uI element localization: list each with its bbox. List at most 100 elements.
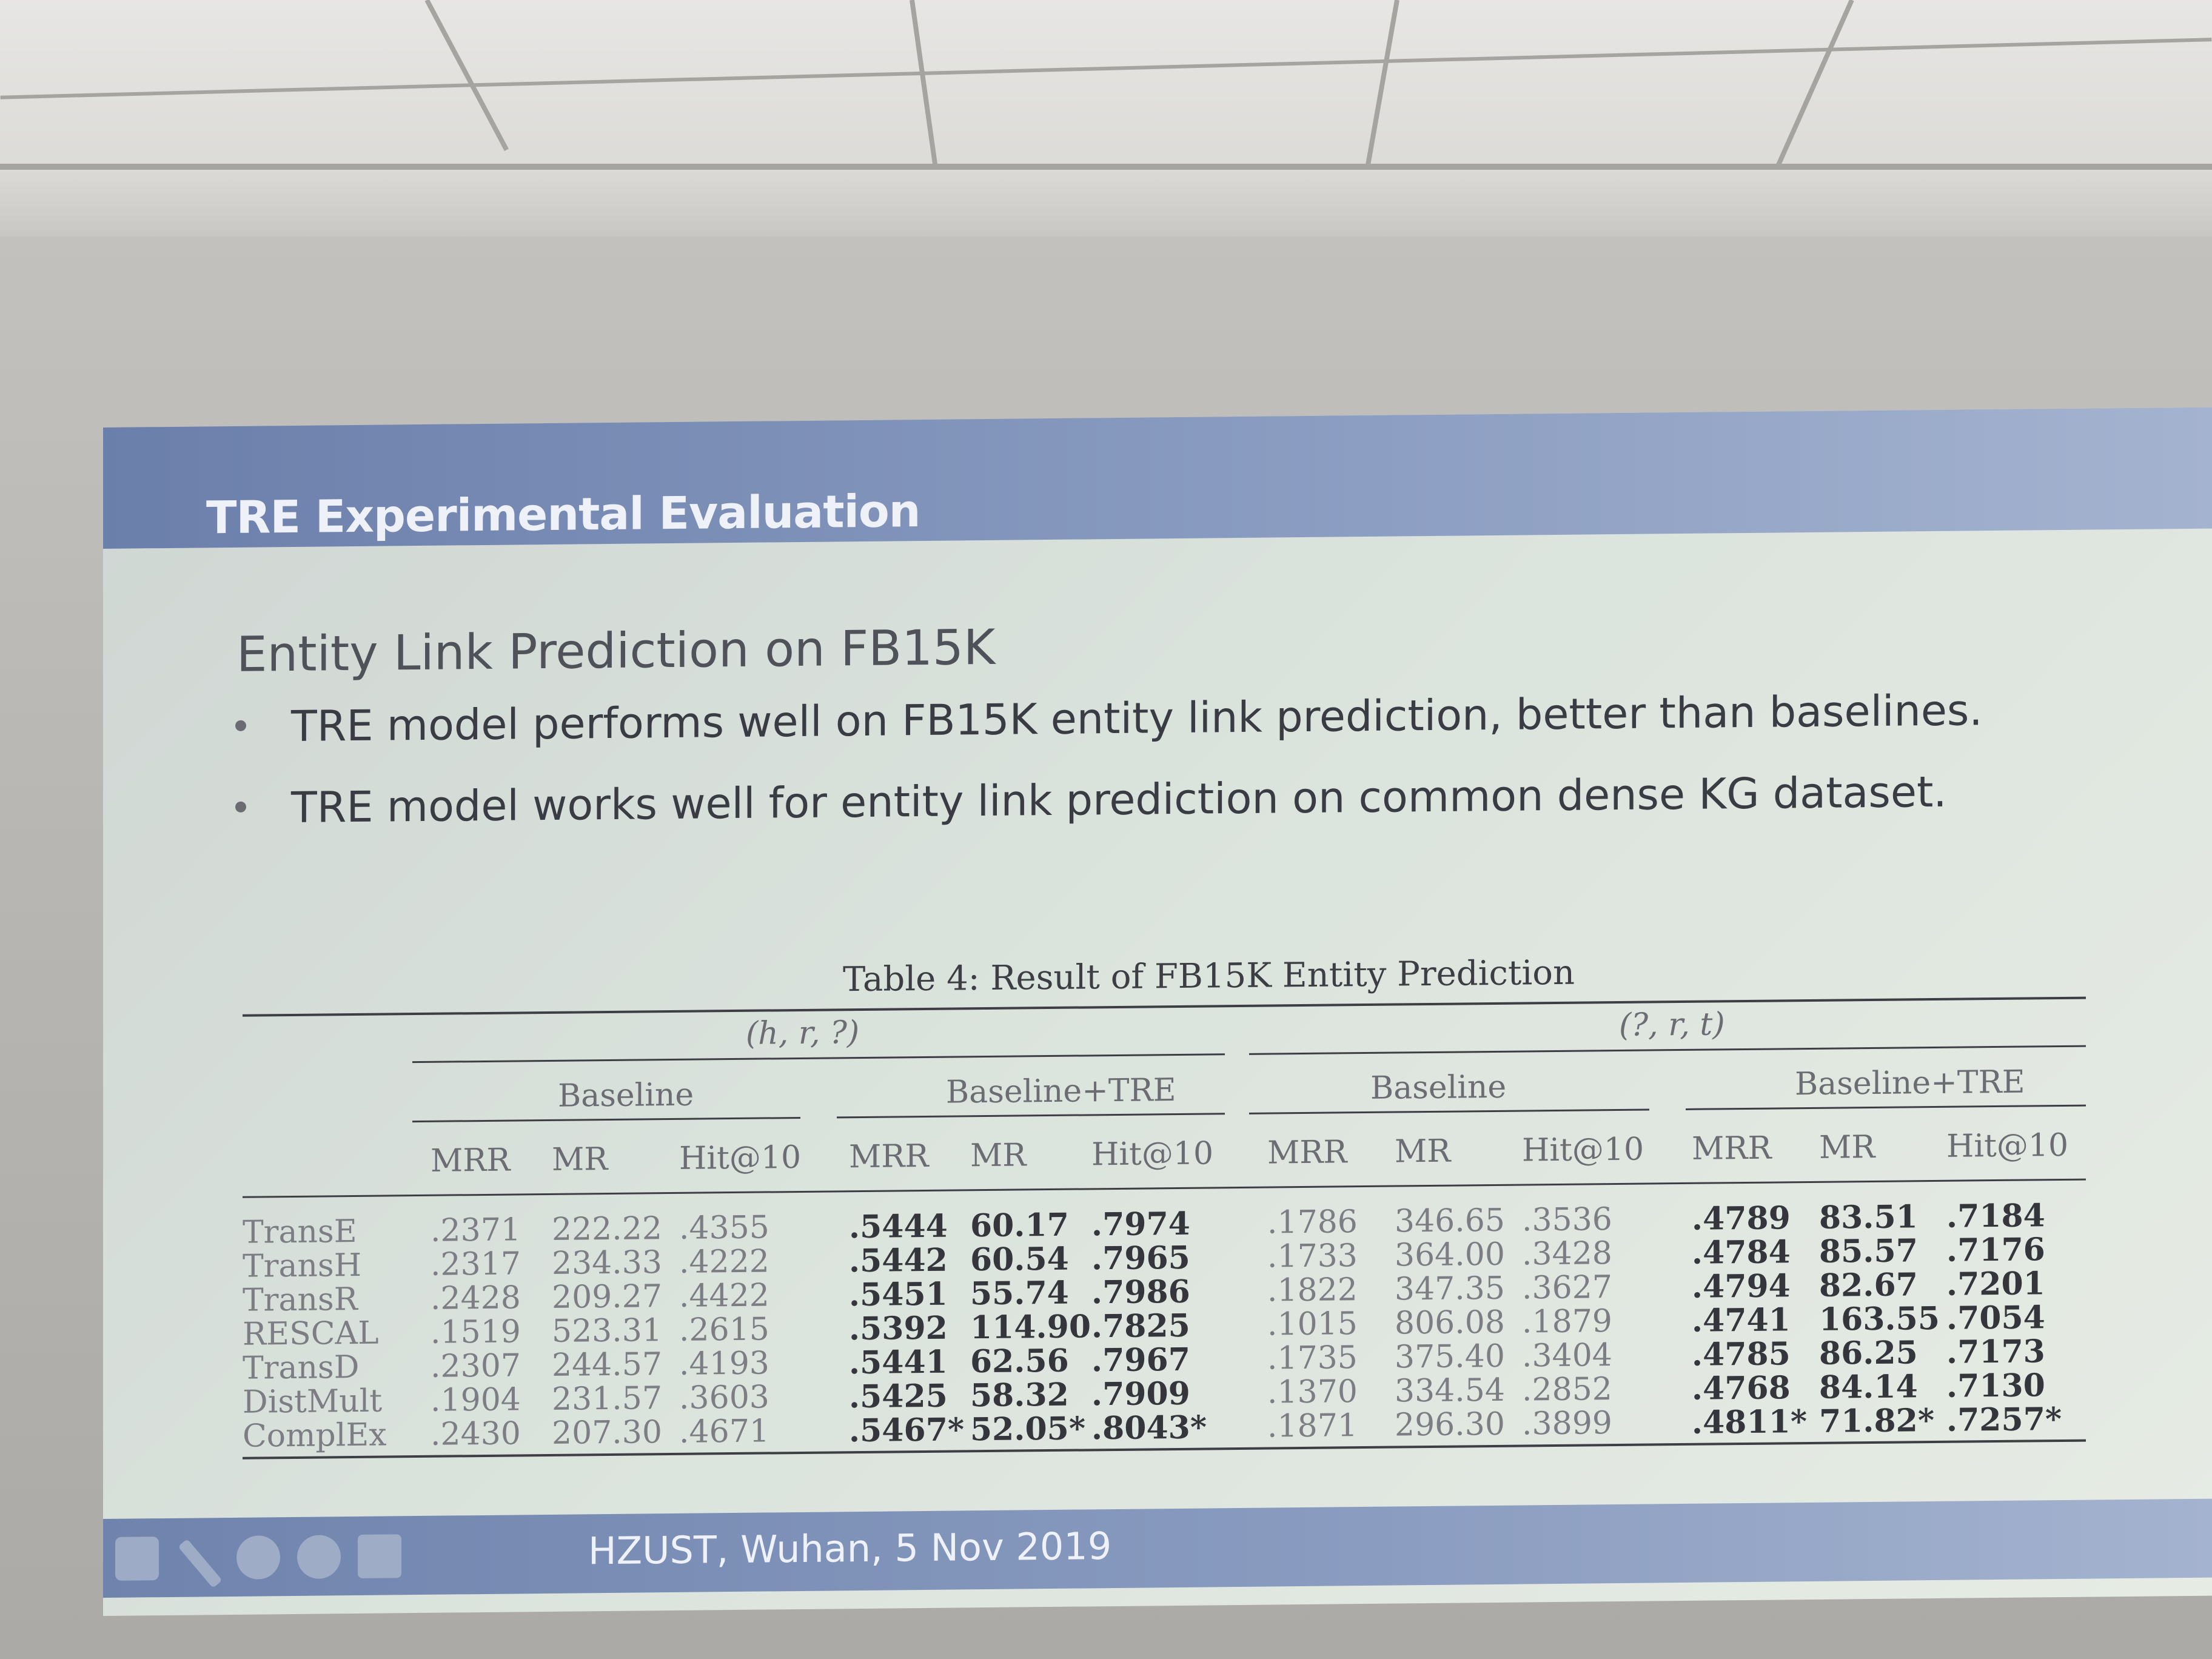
table-cell: 347.35 xyxy=(1395,1270,1505,1308)
table-cell: .7967 xyxy=(1091,1341,1190,1379)
table-cell: 55.74 xyxy=(970,1274,1069,1313)
table-cell: .1879 xyxy=(1522,1303,1612,1341)
table-cell: 296.30 xyxy=(1395,1406,1505,1444)
table-cell: .4784 xyxy=(1692,1233,1791,1272)
table-cell: .7825 xyxy=(1091,1307,1190,1346)
table-cell: .2852 xyxy=(1522,1371,1612,1409)
table-cell: .4811* xyxy=(1692,1403,1808,1441)
table-cell: .4785 xyxy=(1692,1335,1791,1373)
bullet-dot-icon xyxy=(235,801,246,813)
table-cell: .4193 xyxy=(679,1345,769,1382)
table-cell: 523.31 xyxy=(552,1312,662,1350)
table-cell: 52.05* xyxy=(970,1410,1086,1449)
table-cell: .3603 xyxy=(679,1379,769,1416)
table-caption: Table 4: Result of FB15K Entity Predicti… xyxy=(843,953,1575,1000)
nav-arrows-icon[interactable] xyxy=(115,1537,159,1581)
table-cell: .3536 xyxy=(1522,1201,1612,1239)
metric-header: MR xyxy=(552,1141,608,1178)
table-cell: .5441 xyxy=(849,1343,948,1382)
row-model-name: TransE xyxy=(243,1213,357,1251)
table-cell: .1370 xyxy=(1267,1373,1358,1411)
table-cell: 209.27 xyxy=(552,1278,662,1316)
table-cell: .2371 xyxy=(431,1212,521,1249)
metric-header: MR xyxy=(1819,1128,1875,1166)
group-rule-rt xyxy=(1249,1045,2086,1055)
table-cell: 83.51 xyxy=(1819,1198,1918,1236)
table-cell: .4422 xyxy=(679,1277,769,1315)
sub-header-tre: Baseline+TRE xyxy=(946,1072,1176,1111)
bullet-list: TRE model performs well on FB15K entity … xyxy=(224,685,1983,865)
table-cell: .8043* xyxy=(1091,1409,1207,1447)
header-bottom-rule xyxy=(243,1178,2086,1198)
metric-header: MRR xyxy=(1267,1134,1347,1171)
table-cell: 364.00 xyxy=(1395,1236,1505,1274)
ceiling-grid-line xyxy=(0,38,2212,99)
circle-menu-icon[interactable] xyxy=(236,1535,280,1580)
group-header-rt: (?, r, t) xyxy=(1619,1006,1725,1044)
table-cell: .3899 xyxy=(1522,1405,1612,1443)
table-cell: .7974 xyxy=(1091,1205,1190,1244)
more-icon[interactable] xyxy=(297,1535,341,1579)
metric-header: Hit@10 xyxy=(679,1139,802,1177)
table-cell: 346.65 xyxy=(1395,1202,1505,1240)
table-cell: .3627 xyxy=(1522,1269,1612,1307)
metric-header: MRR xyxy=(849,1138,929,1176)
table-cell: .1735 xyxy=(1267,1339,1358,1377)
slide-title: TRE Experimental Evaluation xyxy=(206,485,920,545)
table-top-rule xyxy=(243,996,2086,1017)
metric-header: Hit@10 xyxy=(1946,1127,2069,1165)
table-cell: 71.82* xyxy=(1819,1402,1935,1440)
table-cell: .4222 xyxy=(679,1243,769,1281)
row-model-name: DistMult xyxy=(243,1382,383,1421)
ceiling xyxy=(0,0,2212,236)
table-cell: .7201 xyxy=(1946,1265,2045,1303)
table-cell: .7909 xyxy=(1091,1375,1190,1413)
table-cell: .1015 xyxy=(1267,1305,1358,1343)
ceiling-grid-line xyxy=(424,0,509,152)
ceiling-grid-line xyxy=(0,164,2212,170)
table-cell: .4355 xyxy=(679,1209,769,1247)
group-rule-hr xyxy=(412,1053,1225,1064)
metric-header: Hit@10 xyxy=(1091,1135,1214,1173)
bullet-text: TRE model works well for entity link pre… xyxy=(291,766,1947,833)
slide-footer: HZUST, Wuhan, 5 Nov 2019 xyxy=(103,1498,2212,1598)
table-cell: .2317 xyxy=(431,1245,521,1283)
metric-header: Hit@10 xyxy=(1522,1131,1644,1169)
row-model-name: TransR xyxy=(243,1281,358,1319)
sub-header-tre: Baseline+TRE xyxy=(1795,1064,2025,1103)
metric-header: MR xyxy=(1395,1133,1451,1170)
metric-header: MR xyxy=(970,1137,1027,1175)
sub-rule xyxy=(1686,1104,2086,1110)
table-cell: 163.55 xyxy=(1819,1299,1940,1338)
table-cell: .2430 xyxy=(431,1415,521,1453)
table-cell: .4671 xyxy=(679,1413,769,1450)
row-model-name: TransH xyxy=(243,1247,362,1285)
table-cell: .1786 xyxy=(1267,1204,1358,1241)
table-cell: .4789 xyxy=(1692,1199,1791,1238)
table-cell: .5467* xyxy=(849,1411,965,1450)
bullet-item: TRE model works well for entity link pre… xyxy=(224,766,1983,833)
table-cell: 375.40 xyxy=(1395,1338,1505,1376)
table-cell: .7965 xyxy=(1091,1239,1190,1278)
table-cell: .5392 xyxy=(849,1309,948,1348)
pen-icon[interactable] xyxy=(178,1538,223,1589)
table-cell: 60.54 xyxy=(970,1240,1069,1279)
table-cell: .5425 xyxy=(849,1377,948,1416)
table-cell: .5442 xyxy=(849,1241,948,1280)
table-cell: .7986 xyxy=(1091,1273,1190,1312)
table-cell: .4768 xyxy=(1692,1369,1791,1407)
forward-arrow-icon[interactable] xyxy=(358,1534,401,1578)
ceiling-grid-line xyxy=(910,0,938,169)
table-cell: .3404 xyxy=(1522,1337,1612,1375)
metric-header: MRR xyxy=(1692,1130,1772,1167)
table-cell: 85.57 xyxy=(1819,1232,1918,1270)
table-cell: 84.14 xyxy=(1819,1368,1918,1406)
table-cell: .1822 xyxy=(1267,1272,1358,1309)
table-cell: 62.56 xyxy=(970,1342,1069,1381)
table-cell: 231.57 xyxy=(552,1380,662,1418)
section-title: Entity Link Prediction on FB15K xyxy=(236,618,996,683)
results-table: (h, r, ?) (?, r, t) Baseline Baseline+TR… xyxy=(243,996,2086,1460)
table-cell: .7054 xyxy=(1946,1299,2045,1337)
row-model-name: ComplEx xyxy=(243,1416,387,1455)
table-cell: 207.30 xyxy=(552,1414,662,1452)
